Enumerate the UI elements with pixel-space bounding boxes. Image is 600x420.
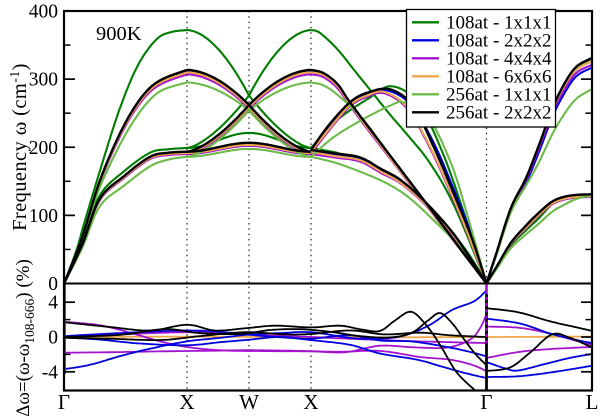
svg-text:4: 4 [48, 293, 58, 314]
svg-text:108at - 1x1x1: 108at - 1x1x1 [446, 13, 552, 34]
svg-text:L: L [586, 390, 599, 414]
svg-text:Γ: Γ [480, 390, 492, 414]
svg-text:108at - 6x6x6: 108at - 6x6x6 [446, 67, 552, 88]
svg-text:256at - 2x2x2: 256at - 2x2x2 [446, 103, 552, 124]
svg-text:0: 0 [48, 274, 58, 295]
svg-text:Frequency ω (cm-1): Frequency ω (cm-1) [8, 63, 31, 231]
svg-text:W: W [239, 390, 259, 414]
svg-text:X: X [303, 390, 318, 414]
svg-text:-4: -4 [42, 362, 58, 383]
svg-text:Γ: Γ [58, 390, 70, 414]
svg-text:X: X [179, 390, 194, 414]
svg-text:200: 200 [29, 138, 58, 159]
svg-text:100: 100 [29, 206, 58, 227]
svg-text:256at - 1x1x1: 256at - 1x1x1 [446, 85, 552, 106]
svg-text:108at - 4x4x4: 108at - 4x4x4 [446, 49, 552, 70]
svg-text:108at - 2x2x2: 108at - 2x2x2 [446, 31, 552, 52]
svg-text:400: 400 [29, 2, 58, 23]
svg-text:900K: 900K [96, 23, 142, 45]
svg-text:0: 0 [48, 328, 58, 349]
svg-text:300: 300 [29, 70, 58, 91]
